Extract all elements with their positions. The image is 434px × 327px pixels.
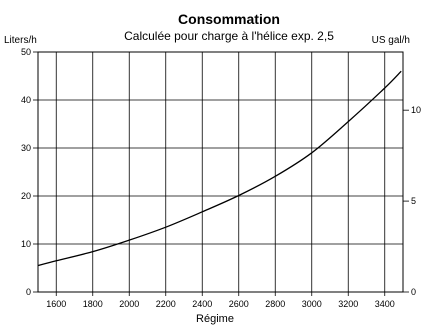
y-left-tick-label: 20 [21,191,31,201]
x-tick-label: 2200 [156,299,176,309]
right-axis-unit: US gal/h [372,35,410,46]
x-tick-label: 1800 [83,299,103,309]
x-tick-label: 2600 [229,299,249,309]
x-tick-label: 2800 [265,299,285,309]
chart-title: Consommation [178,11,280,27]
x-tick-label: 1600 [46,299,66,309]
y-left-tick-label: 0 [26,287,31,297]
x-tick-label: 3400 [375,299,395,309]
x-tick-label: 3000 [302,299,322,309]
y-right-tick-label: 5 [411,196,416,206]
x-axis-label: Régime [196,313,234,325]
series-layer [37,70,402,267]
x-tick-label: 3200 [338,299,358,309]
y-left-tick-label: 40 [21,95,31,105]
y-left-tick-label: 30 [21,143,31,153]
left-axis-unit: Liters/h [4,35,37,46]
plot-frame [37,51,404,293]
chart-subtitle: Calculée pour charge à l'hélice exp. 2,5 [124,29,334,43]
grid [38,51,403,293]
y-right-tick-label: 0 [411,287,416,297]
consumption-curve [37,70,402,267]
tick-labels: 1600 1800 2000 2200 2400 2600 2800 3000 3200 3400… [21,47,421,309]
x-tick-label: 2000 [119,299,139,309]
y-left-tick-label: 10 [21,239,31,249]
y-right-tick-label: 10 [411,105,421,115]
x-tick-label: 2400 [192,299,212,309]
y-left-tick-label: 50 [21,47,31,57]
